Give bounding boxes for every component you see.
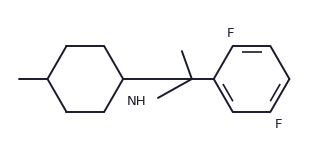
Text: F: F <box>274 118 282 131</box>
Text: F: F <box>227 27 234 40</box>
Text: NH: NH <box>126 95 146 108</box>
